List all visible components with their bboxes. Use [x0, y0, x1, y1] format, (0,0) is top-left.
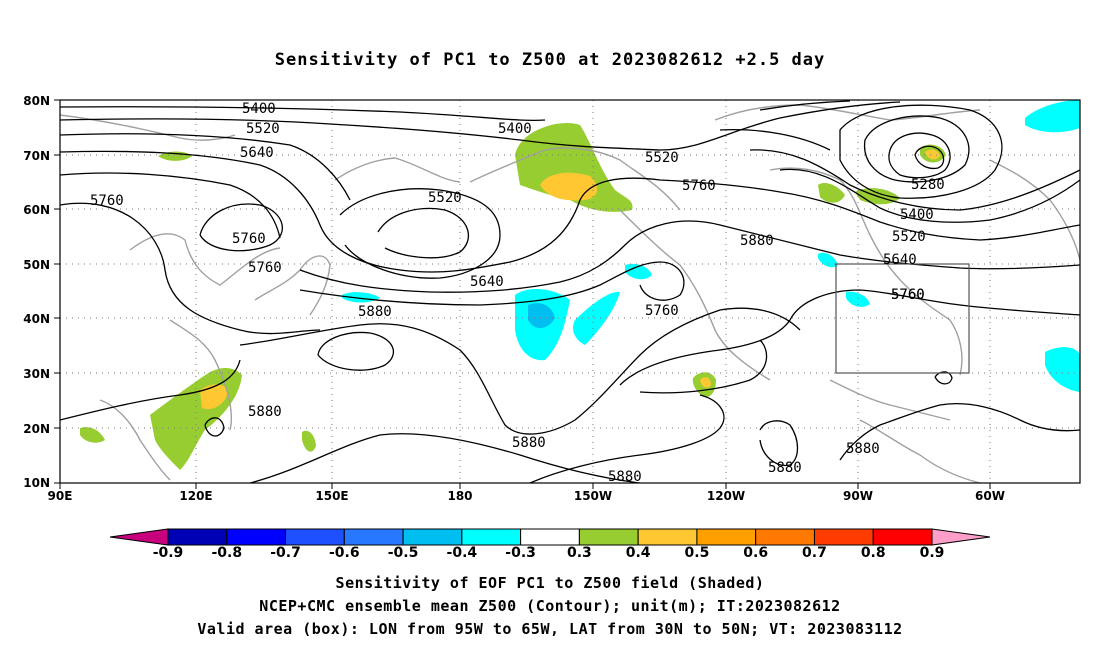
caption-line-1: Sensitivity of EOF PC1 to Z500 field (Sh… [335, 574, 765, 592]
colorbar-swatch [813, 528, 874, 546]
shade-positive-indochina [80, 427, 105, 443]
shade-positive-greenland-core [925, 149, 940, 160]
lat-tick-label: 70N [23, 149, 50, 163]
colorbar-swatch [461, 528, 522, 546]
colorbar-tick-label: 0.7 [802, 545, 827, 561]
lon-tick-label: 120W [707, 489, 745, 503]
contour-label: 5760 [232, 231, 266, 247]
contour-label: 5880 [846, 441, 880, 457]
colorbar-swatch [637, 528, 698, 546]
colorbar-swatch [578, 528, 639, 546]
colorbar-tick-label: -0.8 [211, 545, 242, 561]
contour-label: 5880 [248, 404, 282, 420]
colorbar-tick-labels: -0.9 -0.8 -0.7 -0.6 -0.5 -0.4 -0.3 0.3 0.4 0.5 0.6… [153, 545, 945, 561]
contour-label: 5520 [428, 190, 462, 206]
colorbar-tick-label: 0.3 [567, 545, 592, 561]
contour-label: 5880 [768, 460, 802, 476]
colorbar-tick-label: -0.3 [505, 545, 536, 561]
colorbar-swatch [402, 528, 463, 546]
lon-tick-label: 180 [447, 489, 472, 503]
shade-negative-westcoast [625, 263, 652, 280]
map-title: Sensitivity of PC1 to Z500 at 2023082612… [274, 50, 826, 70]
valid-area-box [835, 263, 970, 374]
shade-positive-canada-1 [818, 183, 845, 203]
contour-label: 5640 [470, 274, 504, 290]
contour-label: 5760 [90, 193, 124, 209]
colorbar-swatch [226, 528, 287, 546]
caption-line-2: NCEP+CMC ensemble mean Z500 (Contour); u… [259, 597, 841, 615]
contour-label: 5520 [892, 229, 926, 245]
graticule [60, 100, 1080, 483]
lon-tick-label: 120E [179, 489, 212, 503]
lat-tick-label: 50N [23, 258, 50, 272]
lon-tick-label: 60W [975, 489, 1005, 503]
shade-positive-alaska-core [540, 172, 597, 201]
colorbar-swatch [343, 528, 404, 546]
lon-axis: 90E 120E 150E 180 150W 120W 90W 60W [48, 483, 1005, 503]
contour-label: 5520 [246, 121, 280, 137]
colorbar-tick-label: -0.5 [388, 545, 419, 561]
lat-tick-label: 60N [23, 203, 50, 217]
contour-label-layer: 5400 5520 5640 5760 5400 5520 5520 5760 … [90, 101, 945, 485]
contour-label: 5640 [883, 252, 917, 268]
contour-label: 5760 [645, 303, 679, 319]
colorbar-tick-label: 0.4 [626, 545, 651, 561]
caption-line-3: Valid area (box): LON from 95W to 65W, L… [197, 620, 903, 638]
colorbar-tick-label: 0.6 [743, 545, 768, 561]
contour-label: 5760 [891, 287, 925, 303]
lat-axis: 80N 70N 60N 50N 40N 30N 20N 10N [23, 94, 60, 490]
contour-label: 5400 [242, 101, 276, 117]
lon-tick-label: 150E [315, 489, 348, 503]
lat-tick-label: 30N [23, 367, 50, 381]
shade-negative-arctic [1025, 100, 1080, 133]
lon-tick-label: 150W [574, 489, 612, 503]
contour-label: 5400 [498, 121, 532, 137]
colorbar-swatch [520, 528, 580, 546]
contour-label: 5640 [240, 145, 274, 161]
contour-label: 5880 [512, 435, 546, 451]
colorbar-swatch [872, 528, 933, 546]
colorbar-right-arrow [931, 528, 991, 546]
colorbar-tick-label: 0.8 [861, 545, 886, 561]
colorbar-tick-label: 0.5 [685, 545, 710, 561]
lat-tick-label: 40N [23, 312, 50, 326]
colorbar-swatch [167, 528, 228, 546]
contour-label: 5760 [682, 178, 716, 194]
contour-label: 5760 [891, 287, 925, 303]
colorbar-swatch [696, 528, 757, 546]
sensitivity-shading [80, 100, 1080, 470]
contour-label: 5400 [900, 207, 934, 223]
shade-positive-philippines-core [200, 384, 228, 410]
contour-label: 5760 [248, 260, 282, 276]
colorbar-tick-label: -0.6 [329, 545, 360, 561]
lon-tick-label: 90W [843, 489, 873, 503]
contour-label: 5880 [608, 469, 642, 485]
colorbar-tick-label: -0.7 [270, 545, 301, 561]
colorbar-swatch [755, 528, 815, 546]
lat-tick-label: 20N [23, 422, 50, 436]
colorbar-left-arrow [109, 528, 169, 546]
shade-positive-small-1 [302, 430, 316, 452]
map-frame [59, 99, 1081, 484]
colorbar: -0.9 -0.8 -0.7 -0.6 -0.5 -0.4 -0.3 0.3 0.4 0.5 0.6… [109, 528, 991, 561]
z500-contours [60, 100, 1080, 483]
contour-label: 5280 [911, 177, 945, 193]
colorbar-tick-label: 0.9 [920, 545, 945, 561]
lat-tick-label: 80N [23, 94, 50, 108]
colorbar-tick-label: -0.9 [153, 545, 184, 561]
lon-tick-label: 90E [48, 489, 73, 503]
shade-negative-atlantic [1045, 347, 1080, 392]
shade-negative-eastcoast [846, 291, 870, 307]
shade-negative-npacific-2 [573, 291, 620, 345]
colorbar-boxes [167, 528, 933, 546]
contour-label: 5880 [358, 304, 392, 320]
shade-negative-npacific-core [528, 303, 555, 329]
contour-label: 5520 [645, 150, 679, 166]
contour-label: 5880 [740, 233, 774, 249]
lat-tick-label: 10N [23, 476, 50, 490]
colorbar-swatch [285, 528, 345, 546]
shade-positive-mexico-core [700, 377, 711, 388]
colorbar-tick-label: -0.4 [447, 545, 478, 561]
